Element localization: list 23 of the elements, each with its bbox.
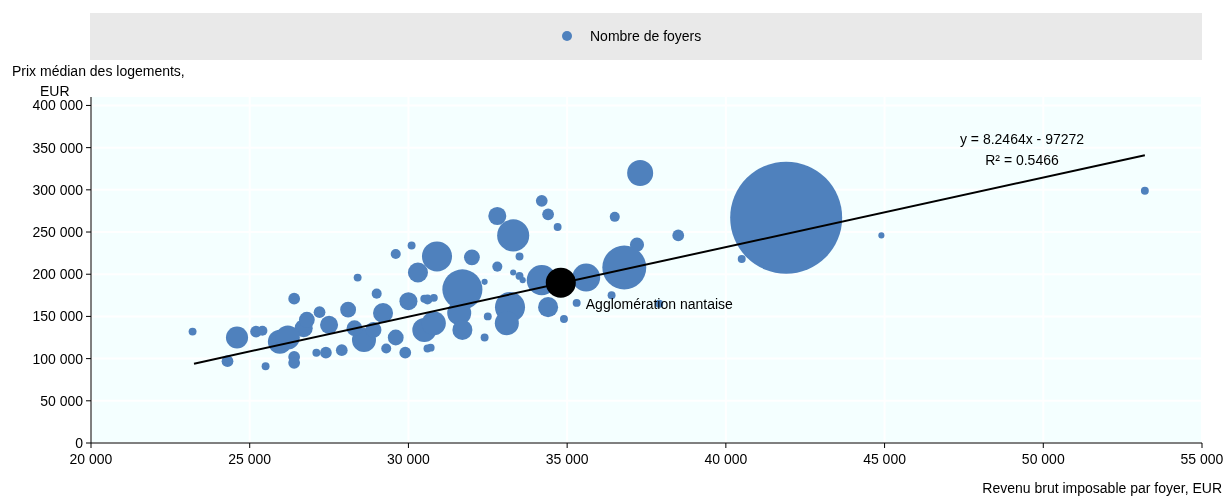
x-tick-label: 35 000 <box>545 451 589 467</box>
x-tick-label: 25 000 <box>228 451 272 467</box>
y-tick-label: 300 000 <box>32 181 84 198</box>
annotation: R² = 0.5466 <box>985 152 1059 168</box>
y-tick-label: 50 000 <box>40 392 84 409</box>
x-axis-title: Revenu brut imposable par foyer, EUR <box>982 480 1222 496</box>
x-tick-label: 45 000 <box>863 451 907 467</box>
x-tick-label: 55 000 <box>1180 451 1224 467</box>
y-tick-label: 400 000 <box>32 97 84 114</box>
annotation: y = 8.2464x - 97272 <box>959 131 1085 147</box>
y-tick-label: 250 000 <box>32 224 84 241</box>
y-tick-label: 150 000 <box>32 308 84 325</box>
x-tick-label: 50 000 <box>1021 451 1065 467</box>
x-tick-label: 40 000 <box>704 451 748 467</box>
x-tick-label: 30 000 <box>387 451 431 467</box>
x-tick-label: 20 000 <box>69 451 113 467</box>
y-tick-label: 0 <box>75 435 84 451</box>
y-axis-title: Prix médian des logements, EUR <box>12 63 185 99</box>
annotation: Agglomération nantaise <box>585 295 734 312</box>
legend-label: Nombre de foyers <box>590 28 702 44</box>
y-tick-label: 200 000 <box>32 266 84 283</box>
y-tick-label: 350 000 <box>32 139 84 156</box>
y-tick-label: 100 000 <box>32 350 84 367</box>
